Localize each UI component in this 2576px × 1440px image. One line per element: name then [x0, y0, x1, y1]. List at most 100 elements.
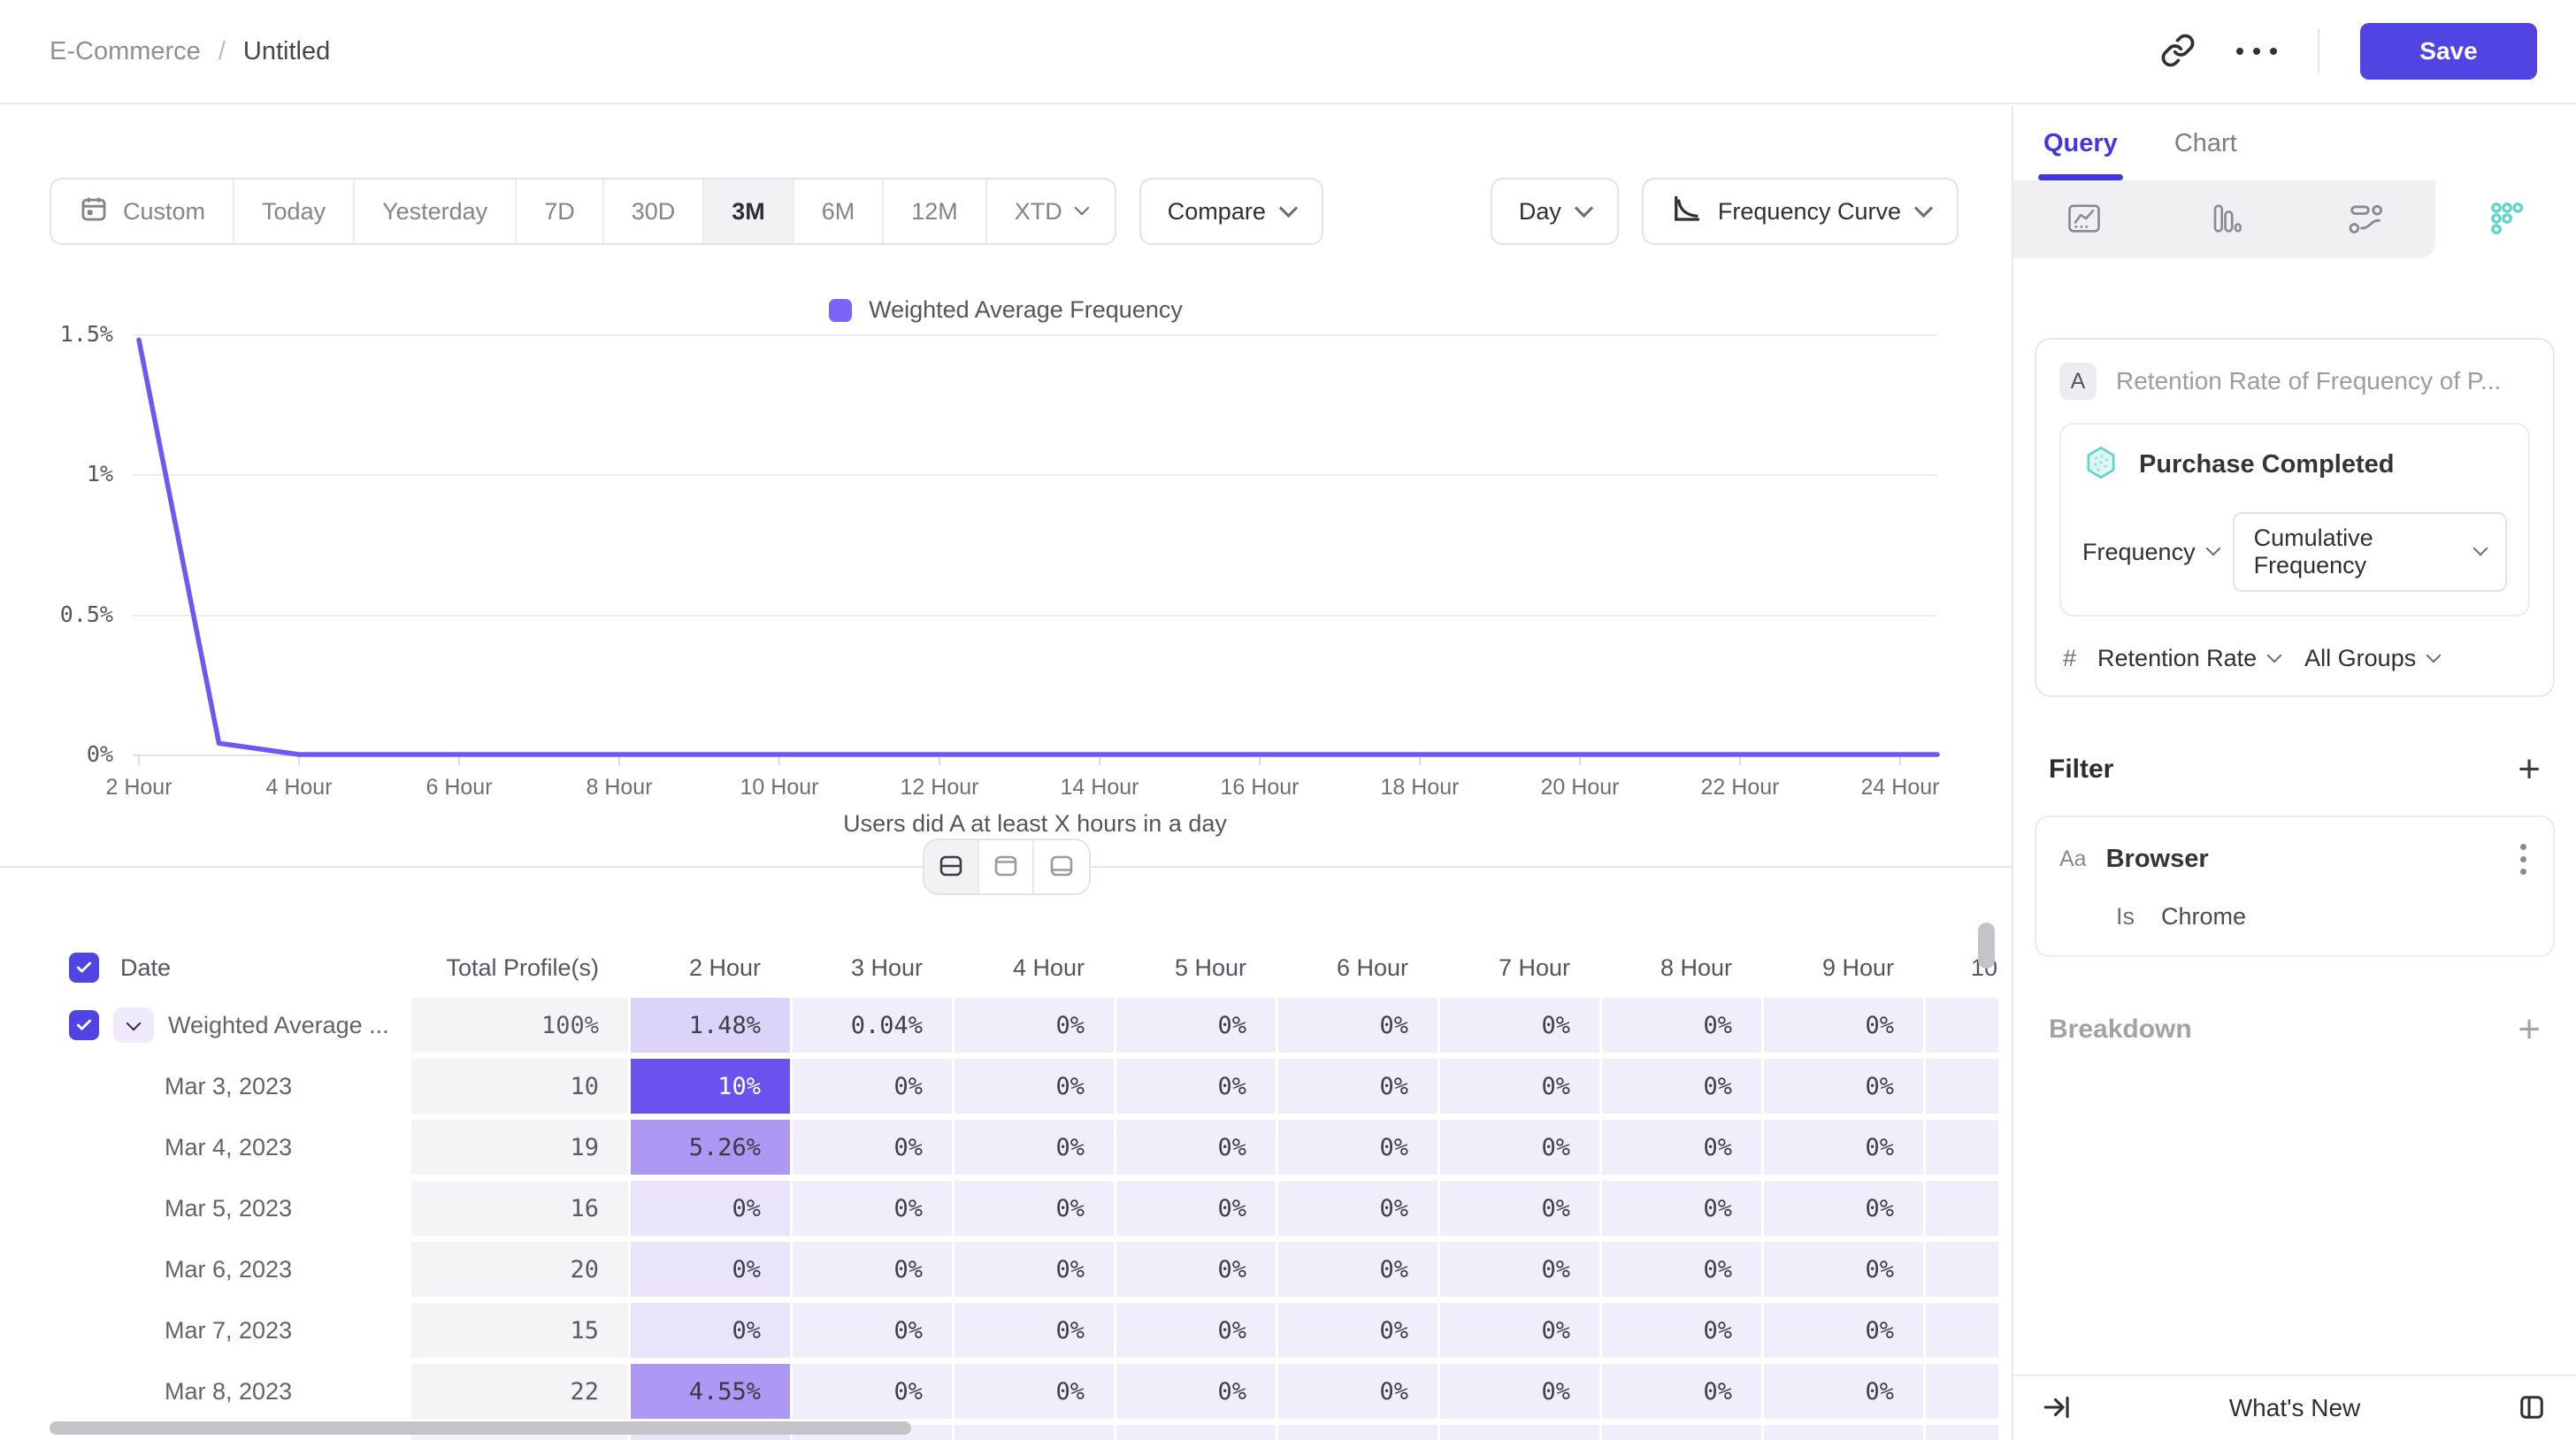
- table-cell[interactable]: 0%: [631, 1303, 793, 1364]
- breadcrumb-title[interactable]: Untitled: [242, 36, 331, 65]
- table-cell[interactable]: 0%: [1440, 1181, 1602, 1242]
- table-cell[interactable]: 0%: [1278, 998, 1440, 1059]
- chart-type-bar-button[interactable]: [2154, 180, 2295, 258]
- table-cell[interactable]: 0%: [1602, 1120, 1764, 1181]
- panel-layout-button[interactable]: [2516, 1391, 2548, 1426]
- table-cell[interactable]: 0%: [1116, 1120, 1278, 1181]
- frequency-line-chart[interactable]: Users did A at least X hours in a day 1.…: [0, 318, 2012, 849]
- row-checkbox[interactable]: [69, 1010, 99, 1040]
- column-header[interactable]: 6 Hour: [1278, 938, 1440, 998]
- table-row-label[interactable]: Mar 3, 2023: [53, 1059, 411, 1120]
- table-cell[interactable]: 10%: [631, 1059, 793, 1120]
- table-cell[interactable]: 0%: [1764, 1120, 1926, 1181]
- table-cell[interactable]: [1926, 1120, 1998, 1181]
- table-cell[interactable]: 0%: [1440, 1059, 1602, 1120]
- range-3m[interactable]: 3M: [704, 180, 794, 243]
- table-cell[interactable]: 0%: [793, 1242, 954, 1303]
- table-cell[interactable]: 0%: [1440, 998, 1602, 1059]
- table-cell[interactable]: [1926, 1181, 1998, 1242]
- table-cell[interactable]: 0%: [1764, 1242, 1926, 1303]
- table-cell[interactable]: 0%: [1278, 1181, 1440, 1242]
- range-yesterday[interactable]: Yesterday: [355, 180, 518, 243]
- compare-button[interactable]: Compare: [1138, 178, 1323, 245]
- chart-type-flow-button[interactable]: [2295, 180, 2435, 258]
- range-xtd[interactable]: XTD: [986, 180, 1115, 243]
- chart-view-button[interactable]: Frequency Curve: [1641, 178, 1959, 245]
- table-cell[interactable]: 0%: [1116, 1303, 1278, 1364]
- range-custom[interactable]: Custom: [51, 180, 235, 243]
- table-cell[interactable]: [1278, 1425, 1440, 1440]
- table-cell[interactable]: 0%: [954, 1364, 1116, 1425]
- table-cell[interactable]: 0%: [631, 1242, 793, 1303]
- metric-dropdown[interactable]: Retention Rate: [2097, 645, 2282, 672]
- groups-dropdown[interactable]: All Groups: [2304, 645, 2442, 672]
- total-profiles-cell[interactable]: 19: [411, 1120, 631, 1181]
- table-cell[interactable]: 0%: [1602, 1242, 1764, 1303]
- table-cell[interactable]: 0%: [1116, 1242, 1278, 1303]
- total-profiles-cell[interactable]: 20: [411, 1242, 631, 1303]
- table-cell[interactable]: 0%: [1116, 998, 1278, 1059]
- column-header[interactable]: 4 Hour: [954, 938, 1116, 998]
- table-cell[interactable]: 0%: [1764, 1364, 1926, 1425]
- table-cell[interactable]: 0%: [954, 1181, 1116, 1242]
- table-cell[interactable]: 0%: [954, 1242, 1116, 1303]
- series-title-input[interactable]: Retention Rate of Frequency of P...: [2116, 367, 2502, 394]
- chart-type-frequency-button[interactable]: [2435, 180, 2576, 258]
- table-row-label[interactable]: Mar 4, 2023: [53, 1120, 411, 1181]
- range-7d[interactable]: 7D: [517, 180, 604, 243]
- table-cell[interactable]: 0%: [1602, 1059, 1764, 1120]
- range-today[interactable]: Today: [234, 180, 356, 243]
- table-cell[interactable]: 0%: [954, 1120, 1116, 1181]
- table-cell[interactable]: 0%: [954, 998, 1116, 1059]
- table-cell[interactable]: 0.04%: [793, 998, 954, 1059]
- table-cell[interactable]: [1764, 1425, 1926, 1440]
- chart-legend[interactable]: Weighted Average Frequency: [0, 296, 2012, 324]
- save-button[interactable]: Save: [2360, 23, 2537, 80]
- table-row-label[interactable]: Mar 6, 2023: [53, 1242, 411, 1303]
- table-cell[interactable]: 1.48%: [631, 998, 793, 1059]
- chart-only-view-button[interactable]: [979, 840, 1034, 893]
- measure-mode-dropdown[interactable]: Cumulative Frequency: [2232, 512, 2507, 592]
- table-cell[interactable]: 0%: [1764, 1181, 1926, 1242]
- add-breakdown-button[interactable]: +: [2518, 1007, 2541, 1051]
- table-cell[interactable]: 0%: [1116, 1059, 1278, 1120]
- horizontal-scrollbar[interactable]: [50, 1421, 911, 1435]
- range-30d[interactable]: 30D: [603, 180, 705, 243]
- table-cell[interactable]: 0%: [1440, 1120, 1602, 1181]
- more-options-button[interactable]: [2236, 48, 2277, 55]
- table-cell[interactable]: 0%: [1764, 1059, 1926, 1120]
- split-view-button[interactable]: [924, 840, 979, 893]
- table-cell[interactable]: 0%: [1278, 1303, 1440, 1364]
- collapse-sidebar-button[interactable]: [2042, 1392, 2072, 1425]
- total-profiles-cell[interactable]: 22: [411, 1364, 631, 1425]
- range-12m[interactable]: 12M: [884, 180, 987, 243]
- table-cell[interactable]: 0%: [1278, 1059, 1440, 1120]
- filter-property[interactable]: Browser: [2105, 845, 2209, 873]
- table-cell[interactable]: 4.55%: [631, 1364, 793, 1425]
- range-6m[interactable]: 6M: [794, 180, 885, 243]
- summary-row-label[interactable]: Weighted Average ...: [53, 998, 411, 1059]
- table-cell[interactable]: 0%: [793, 1303, 954, 1364]
- table-cell[interactable]: 0%: [1278, 1242, 1440, 1303]
- table-cell[interactable]: 0%: [1116, 1364, 1278, 1425]
- total-profiles-cell[interactable]: 16: [411, 1181, 631, 1242]
- table-cell[interactable]: [1926, 1059, 1998, 1120]
- column-header[interactable]: 2 Hour: [631, 938, 793, 998]
- table-cell[interactable]: 0%: [1440, 1364, 1602, 1425]
- total-profiles-cell[interactable]: 10: [411, 1059, 631, 1120]
- breadcrumb-project[interactable]: E-Commerce: [50, 36, 201, 65]
- filter-operator[interactable]: Is: [2116, 903, 2135, 930]
- table-cell[interactable]: 5.26%: [631, 1120, 793, 1181]
- column-header[interactable]: 8 Hour: [1602, 938, 1764, 998]
- table-cell[interactable]: 0%: [1278, 1364, 1440, 1425]
- column-header[interactable]: 3 Hour: [793, 938, 954, 998]
- total-profiles-cell[interactable]: 15: [411, 1303, 631, 1364]
- table-cell[interactable]: [1116, 1425, 1278, 1440]
- table-cell[interactable]: 0%: [1602, 1181, 1764, 1242]
- vertical-scrollbar[interactable]: [1978, 923, 1995, 969]
- measure-dropdown[interactable]: Frequency: [2082, 539, 2221, 566]
- table-cell[interactable]: [954, 1425, 1116, 1440]
- tab-chart[interactable]: Chart: [2174, 128, 2237, 157]
- table-row-label[interactable]: Mar 8, 2023: [53, 1364, 411, 1425]
- table-cell[interactable]: 0%: [1116, 1181, 1278, 1242]
